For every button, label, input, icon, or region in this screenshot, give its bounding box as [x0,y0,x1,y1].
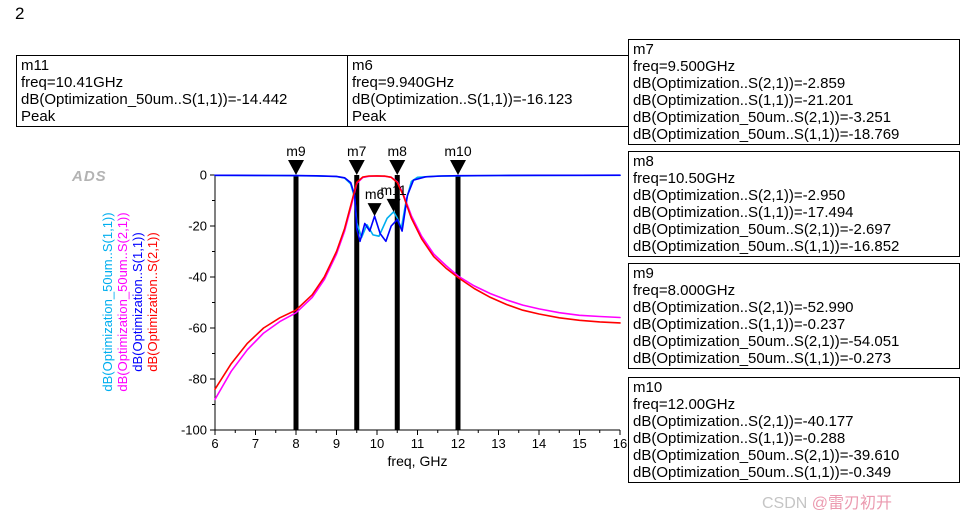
marker-label-m11: m11 [381,182,407,198]
sparameter-plot: 6 7 8 9 10 11 12 13 14 15 16 0 -20 -40 -60 -80 -100 freq,… [100,143,627,469]
curve [214,175,621,390]
x-tick-label: 9 [333,436,340,451]
marker-label-m7: m7 [347,143,367,159]
y-tick-label: -40 [188,270,207,285]
marker-readout-line: freq=8.000GHz [633,282,736,299]
marker-readout-line: m10 [633,379,663,396]
marker-label-m10: m10 [444,143,471,159]
y-tick-label: -100 [181,423,207,438]
y-axis-series-label: dB(Optimization_50um..S(1,1)) [100,212,115,391]
marker-triangle-m11[interactable] [386,198,401,212]
marker-box-m9[interactable]: m9 freq=8.000GHz dB(Optimization..S(2,1))=… [628,263,960,369]
marker-readout-line: dB(Optimization..S(1,1))=-0.237 [633,316,846,333]
marker-readout-line: dB(Optimization_50um..S(1,1))=-0.273 [633,350,892,367]
marker-readout-line: freq=10.41GHz [21,74,124,91]
csdn-watermark: CSDN @雷刃初开 [762,489,892,513]
marker-triangle-m10[interactable] [450,160,466,175]
marker-label-m9: m9 [286,143,306,159]
page-number: 2 [15,4,25,23]
marker-readout-line: m7 [633,41,654,58]
marker-readout-line: dB(Optimization..S(1,1))=-0.288 [633,430,846,447]
marker-readout-line: dB(Optimization_50um..S(1,1))=-16.852 [633,238,900,255]
marker-readout-line: Peak [352,108,387,125]
marker-box-m8[interactable]: m8 freq=10.50GHz dB(Optimization..S(2,1))=… [628,151,960,257]
marker-readout-line: dB(Optimization..S(2,1))=-40.177 [633,413,854,430]
marker-readout-line: m11 [21,57,50,74]
y-tick-label: -80 [188,372,207,387]
y-tick-label: 0 [200,168,207,183]
marker-readout-line: dB(Optimization..S(2,1))=-2.859 [633,75,846,92]
marker-readout-line: freq=9.940GHz [352,74,455,91]
marker-readout-line: Peak [21,108,56,125]
x-tick-label: 14 [532,436,546,451]
marker-readout-line: freq=12.00GHz [633,396,736,413]
marker-box-m6[interactable]: m6 freq=9.940GHz dB(Optimization..S(1,1))=… [347,55,630,127]
marker-readout-line: m9 [633,265,654,282]
marker-label-m6: m6 [365,186,385,202]
x-tick-label: 8 [292,436,299,451]
marker-triangle-m6[interactable] [367,203,382,217]
marker-triangle-m8[interactable] [389,160,406,175]
marker-readout-line: dB(Optimization..S(2,1))=-52.990 [633,299,854,316]
marker-readout-line: dB(Optimization..S(1,1))=-16.123 [352,91,573,108]
marker-box-m10[interactable]: m10 freq=12.00GHz dB(Optimization..S(2,1))… [628,377,960,483]
y-axis-series-label: dB(Optimization..S(1,1)) [130,232,145,371]
axis-lines [214,175,620,431]
x-axis-title: freq, GHz [388,453,448,469]
marker-readout-line: dB(Optimization..S(1,1))=-21.201 [633,92,854,109]
x-tick-label: 7 [252,436,259,451]
y-axis-series-label: dB(Optimization_50um..S(2,1)) [115,212,130,391]
marker-readout-line: dB(Optimization_50um..S(2,1))=-39.610 [633,447,900,464]
x-tick-label: 6 [211,436,218,451]
y-tick-label: -60 [188,321,207,336]
x-tick-label: 11 [411,436,425,451]
marker-readout-line: dB(Optimization_50um..S(2,1))=-54.051 [633,333,900,350]
marker-readout-line: freq=10.50GHz [633,170,736,187]
x-tick-label: 10 [370,436,384,451]
marker-readout-line: dB(Optimization_50um..S(2,1))=-3.251 [633,109,892,126]
marker-readout-line: freq=9.500GHz [633,58,736,75]
marker-readout-line: m8 [633,153,654,170]
marker-readout-line: dB(Optimization_50um..S(1,1))=-14.442 [21,91,288,108]
marker-readout-line: dB(Optimization_50um..S(1,1))=-0.349 [633,464,892,481]
x-tick-label: 12 [451,436,465,451]
marker-readout-line: dB(Optimization_50um..S(2,1))=-2.697 [633,221,892,238]
y-axis-series-label: dB(Optimization..S(2,1)) [145,232,160,371]
csdn-watermark-handle: @雷刃初开 [811,495,893,512]
marker-box-m7[interactable]: m7 freq=9.500GHz dB(Optimization..S(2,1))=… [628,39,960,145]
marker-readout-line: m6 [352,57,373,74]
marker-triangle-m7[interactable] [348,160,365,175]
y-tick-label: -20 [188,219,207,234]
marker-readout-line: dB(Optimization_50um..S(1,1))=-18.769 [633,126,900,143]
csdn-watermark-prefix: CSDN [762,495,808,512]
x-tick-label: 15 [572,436,586,451]
x-tick-label: 13 [491,436,505,451]
marker-readout-line: dB(Optimization..S(1,1))=-17.494 [633,204,854,221]
x-tick-label: 16 [613,436,627,451]
curve [214,174,621,243]
marker-box-m11[interactable]: m11 freq=10.41GHz dB(Optimization_50um..S(… [16,55,356,127]
curve [214,175,621,401]
marker-triangle-m9[interactable] [288,160,304,175]
ads-logo: ADS [72,168,107,185]
marker-readout-line: dB(Optimization..S(2,1))=-2.950 [633,187,846,204]
marker-label-m8: m8 [388,143,408,159]
